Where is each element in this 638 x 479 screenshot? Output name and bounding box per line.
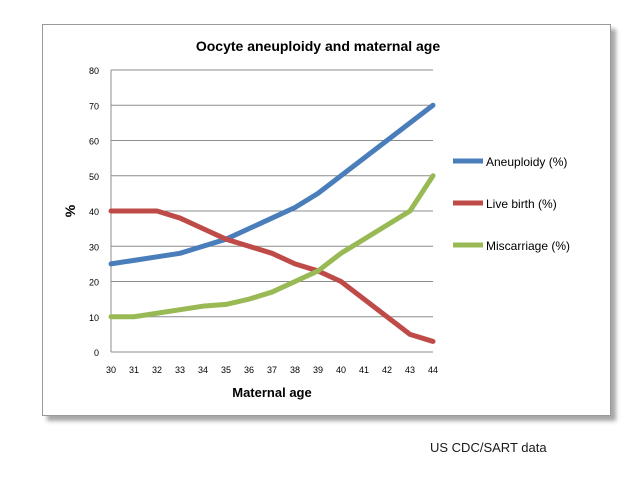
x-tick-label: 41 [359, 365, 369, 375]
series-line-0 [108, 102, 436, 267]
x-tick-label: 42 [382, 365, 392, 375]
line-chart: Oocyte aneuploidy and maternal age 0 10 20… [62, 38, 570, 400]
x-tick-label: 36 [244, 365, 254, 375]
y-tick-label: 60 [89, 137, 99, 147]
x-tick-label: 32 [152, 365, 162, 375]
y-axis-label: % [62, 204, 78, 217]
x-tick-label: 33 [175, 365, 185, 375]
y-tick-label: 80 [89, 66, 99, 76]
y-tick-label: 70 [89, 101, 99, 111]
x-tick-label: 34 [198, 365, 208, 375]
y-tick-labels: 0 10 20 30 40 50 60 70 80 [89, 66, 99, 358]
y-tick-label: 0 [94, 348, 99, 358]
x-tick-label: 35 [221, 365, 231, 375]
y-tick-label: 10 [89, 313, 99, 323]
y-tick-label: 20 [89, 278, 99, 288]
legend-label: Live birth (%) [486, 197, 557, 211]
chart-frame: Oocyte aneuploidy and maternal age 0 10 20… [42, 24, 611, 416]
x-tick-label: 30 [106, 365, 116, 375]
gridlines [111, 69, 433, 318]
y-tick-label: 30 [89, 242, 99, 252]
x-tick-label: 44 [428, 365, 438, 375]
source-note: US CDC/SART data [430, 440, 547, 455]
x-axis-label: Maternal age [232, 385, 311, 400]
legend: Aneuploidy (%) Live birth (%) Miscarriage … [453, 155, 570, 253]
x-tick-labels: 30 31 32 33 34 35 36 37 38 39 40 41 42 43 44 [106, 365, 438, 375]
legend-label: Aneuploidy (%) [486, 155, 567, 169]
x-tick-label: 43 [405, 365, 415, 375]
legend-label: Miscarriage (%) [486, 239, 570, 253]
series-line-1 [108, 208, 436, 344]
series-line-2 [108, 173, 436, 320]
x-tick-label: 37 [267, 365, 277, 375]
x-tick-label: 40 [336, 365, 346, 375]
x-tick-label: 31 [129, 365, 139, 375]
y-tick-label: 40 [89, 207, 99, 217]
x-tick-label: 38 [290, 365, 300, 375]
y-tick-label: 50 [89, 172, 99, 182]
x-tick-label: 39 [313, 365, 323, 375]
chart-title: Oocyte aneuploidy and maternal age [196, 38, 441, 54]
series-lines [108, 102, 436, 344]
